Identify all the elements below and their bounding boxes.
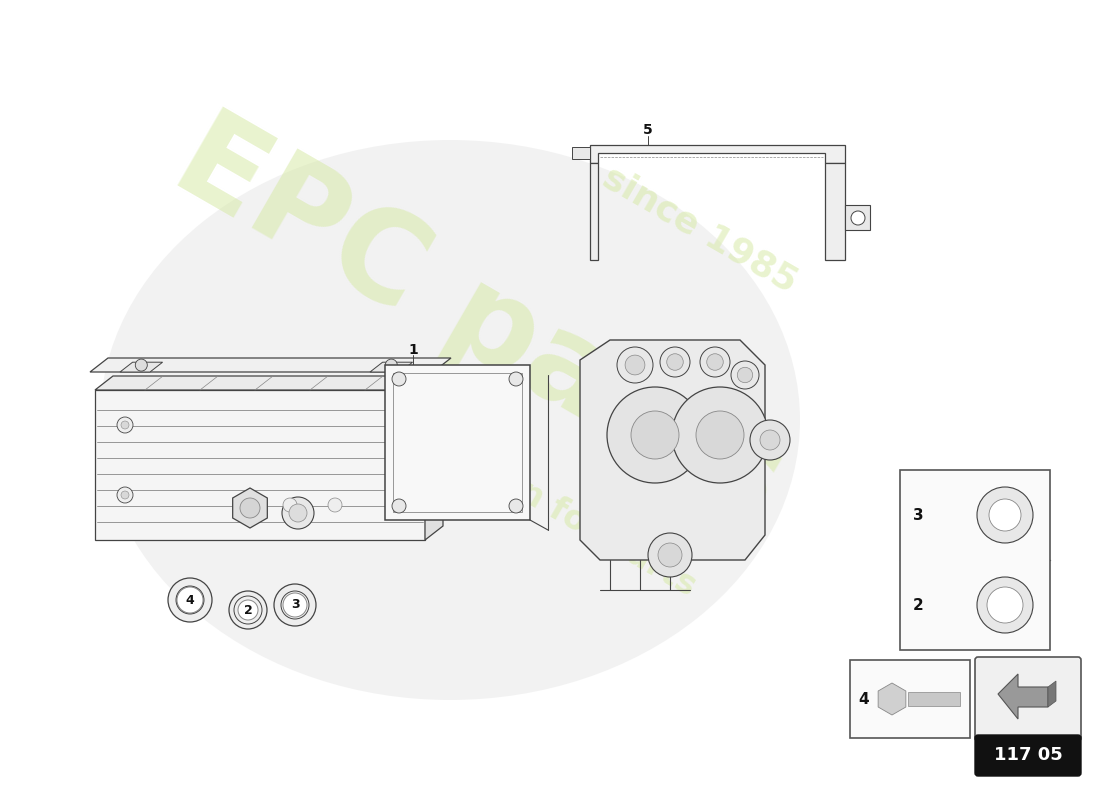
Ellipse shape: [100, 140, 800, 700]
Circle shape: [631, 411, 679, 459]
Circle shape: [660, 347, 690, 377]
Circle shape: [229, 591, 267, 629]
Circle shape: [648, 533, 692, 577]
Circle shape: [617, 347, 653, 383]
Text: 2: 2: [243, 603, 252, 617]
Polygon shape: [825, 163, 845, 260]
Text: 1: 1: [408, 343, 418, 357]
Circle shape: [117, 487, 133, 503]
Circle shape: [392, 372, 406, 386]
Polygon shape: [90, 358, 451, 372]
Circle shape: [667, 354, 683, 370]
Circle shape: [987, 587, 1023, 623]
Circle shape: [509, 372, 522, 386]
Bar: [850, 660, 970, 738]
Text: 3: 3: [913, 507, 923, 522]
Circle shape: [977, 487, 1033, 543]
Circle shape: [238, 600, 258, 620]
Circle shape: [658, 543, 682, 567]
Circle shape: [121, 421, 129, 429]
Polygon shape: [1048, 681, 1056, 707]
Polygon shape: [95, 376, 443, 390]
Polygon shape: [370, 362, 412, 372]
Bar: [95, 390, 425, 540]
Circle shape: [509, 499, 522, 513]
Circle shape: [387, 487, 403, 503]
Polygon shape: [425, 376, 443, 540]
Circle shape: [851, 211, 865, 225]
Polygon shape: [878, 683, 906, 715]
Circle shape: [135, 359, 147, 371]
Circle shape: [387, 417, 403, 433]
Text: 2: 2: [913, 598, 923, 613]
Circle shape: [732, 361, 759, 389]
Polygon shape: [998, 674, 1048, 719]
Circle shape: [289, 504, 307, 522]
Circle shape: [700, 347, 730, 377]
Text: a passion for parts: a passion for parts: [378, 398, 702, 602]
Circle shape: [282, 497, 314, 529]
Circle shape: [168, 578, 212, 622]
Circle shape: [385, 359, 397, 371]
FancyBboxPatch shape: [975, 735, 1081, 776]
Text: 5: 5: [644, 123, 653, 137]
Circle shape: [737, 367, 752, 382]
Circle shape: [117, 417, 133, 433]
Bar: [385, 365, 530, 520]
Polygon shape: [572, 147, 590, 159]
Text: 4: 4: [859, 691, 869, 706]
Bar: [900, 470, 1050, 650]
Circle shape: [696, 411, 744, 459]
Circle shape: [706, 354, 724, 370]
Polygon shape: [590, 145, 845, 163]
Circle shape: [625, 355, 645, 375]
Circle shape: [274, 584, 316, 626]
Circle shape: [607, 387, 703, 483]
Polygon shape: [908, 692, 960, 706]
Text: since 1985: since 1985: [597, 161, 803, 299]
Circle shape: [977, 577, 1033, 633]
Polygon shape: [120, 362, 163, 372]
Circle shape: [390, 491, 399, 499]
Circle shape: [390, 421, 399, 429]
Text: EPC parts: EPC parts: [154, 97, 805, 543]
Circle shape: [328, 498, 342, 512]
Polygon shape: [233, 488, 267, 528]
Circle shape: [760, 430, 780, 450]
Circle shape: [283, 593, 307, 617]
Polygon shape: [580, 340, 764, 560]
Text: 117 05: 117 05: [993, 746, 1063, 765]
Circle shape: [989, 499, 1021, 531]
Circle shape: [672, 387, 768, 483]
Polygon shape: [845, 205, 870, 230]
Text: 3: 3: [290, 598, 299, 611]
Circle shape: [392, 499, 406, 513]
Polygon shape: [590, 163, 598, 260]
Circle shape: [240, 498, 260, 518]
Circle shape: [283, 498, 297, 512]
Circle shape: [121, 491, 129, 499]
Bar: [393, 373, 522, 512]
Text: 4: 4: [186, 594, 195, 606]
FancyBboxPatch shape: [975, 657, 1081, 741]
Circle shape: [750, 420, 790, 460]
Circle shape: [177, 587, 204, 613]
